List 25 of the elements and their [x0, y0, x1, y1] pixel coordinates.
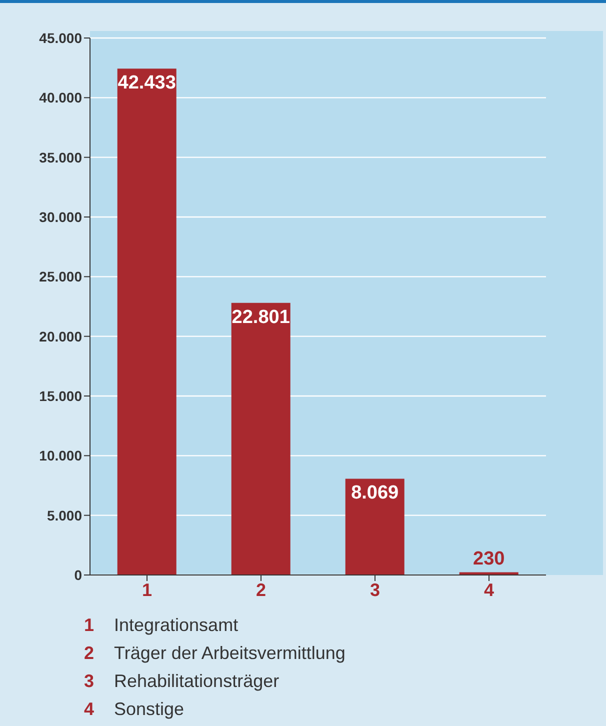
data-label: 22.801	[232, 306, 290, 328]
x-tick-label: 3	[370, 580, 380, 600]
y-tick-label: 40.000	[39, 90, 82, 106]
x-tick-label: 2	[256, 580, 266, 600]
x-tick-label: 4	[484, 580, 494, 600]
data-label: 8.069	[351, 482, 399, 504]
text: 2 Träger der Arbeitsvermittlung	[84, 642, 346, 665]
bar	[117, 68, 176, 575]
x-tick-label: 1	[142, 580, 152, 600]
y-tick-label: 35.000	[39, 149, 82, 166]
bar	[231, 302, 290, 575]
y-tick-label: 5.000	[46, 507, 82, 524]
text: 3 Rehabilitationsträger	[84, 670, 280, 693]
y-tick-label: 15.000	[39, 388, 82, 404]
y-tick-label: 30.000	[39, 208, 82, 225]
y-tick-label: 0	[74, 566, 82, 583]
text: 4 Sonstige	[84, 698, 184, 721]
y-tick-label: 20.000	[39, 328, 82, 344]
y-tick-label: 10.000	[39, 448, 82, 464]
bar	[345, 478, 404, 575]
y-tick-label: 45.000	[39, 30, 82, 46]
y-tick-label: 25.000	[39, 268, 82, 285]
data-label: 230	[473, 548, 505, 570]
data-label: 42.433	[118, 72, 176, 94]
text: 1 Integrationsamt	[84, 614, 238, 637]
